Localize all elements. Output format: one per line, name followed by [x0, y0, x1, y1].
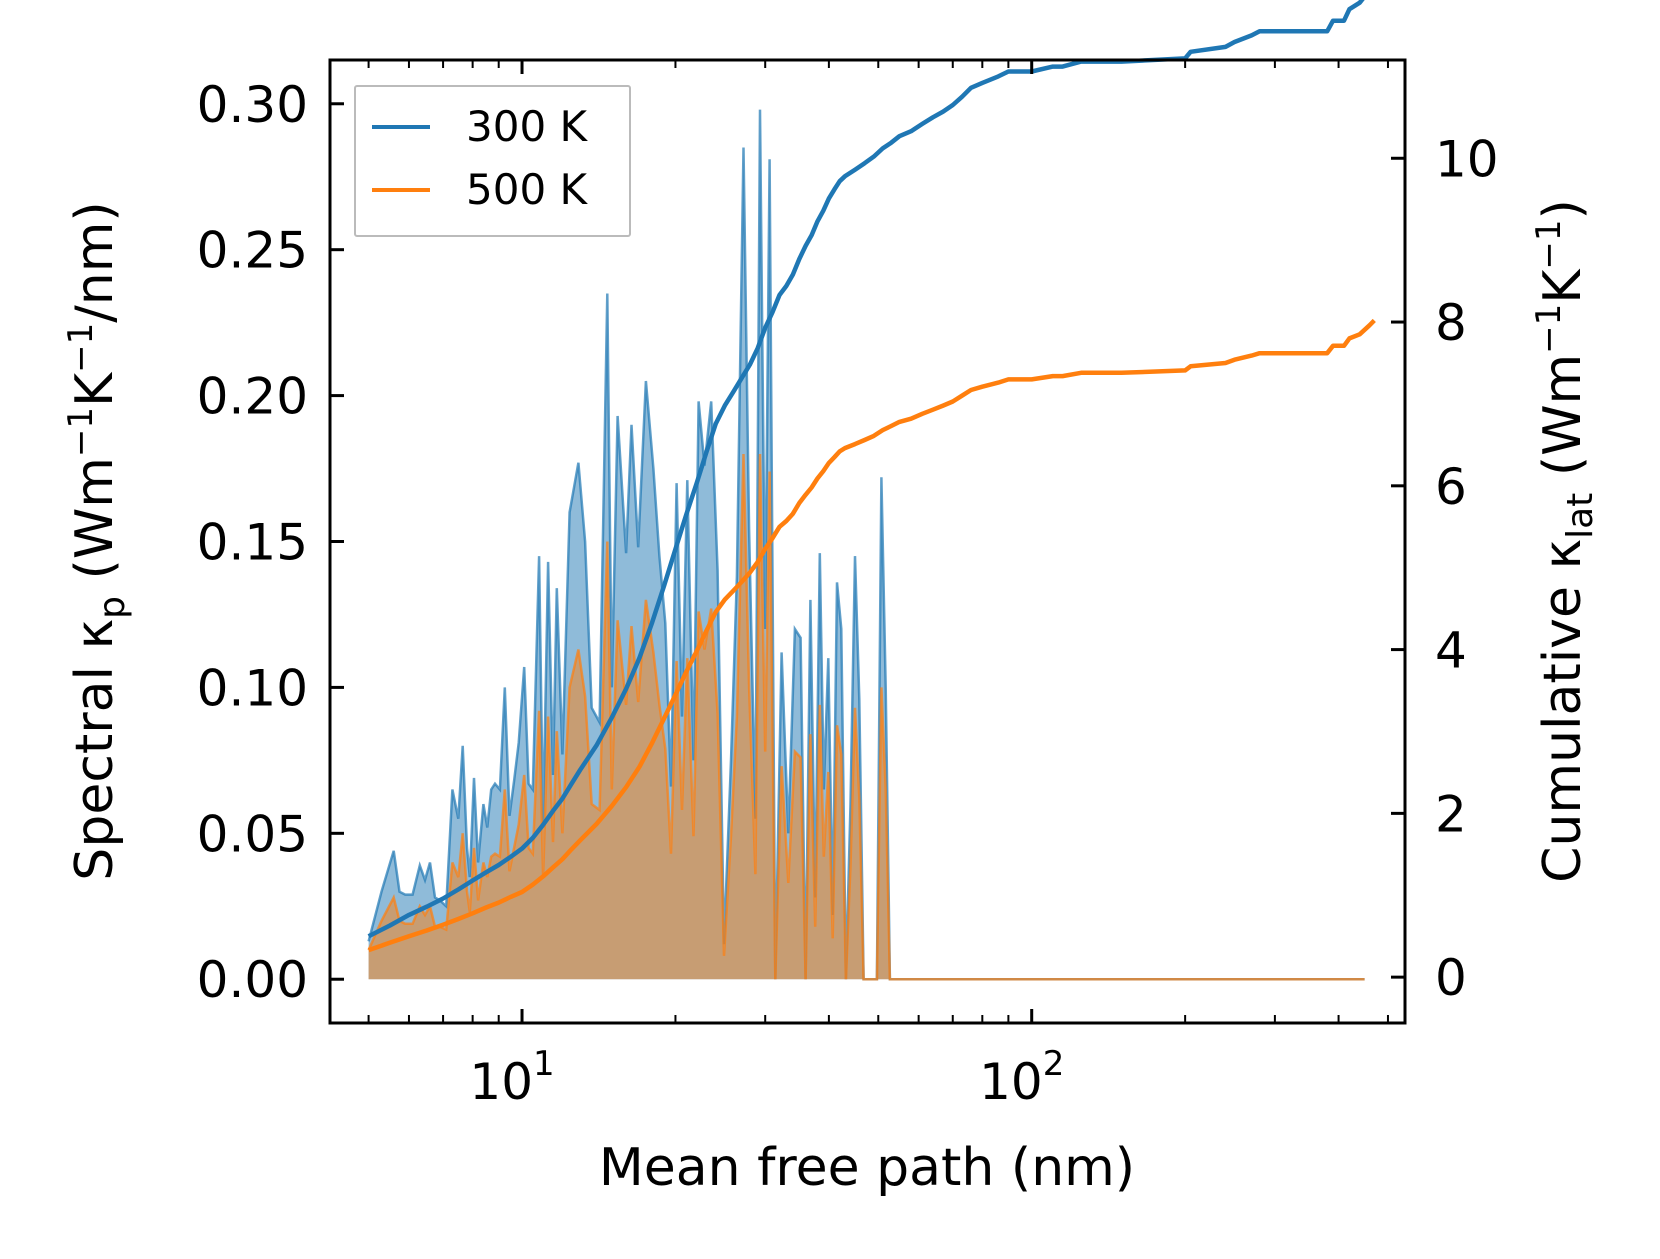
y2-tick-label: 4	[1435, 622, 1467, 680]
y-tick-label: 0.30	[197, 76, 308, 134]
spectral-area-500k	[368, 454, 1365, 980]
y-tick-label: 0.15	[197, 514, 308, 572]
y-axis-label: Spectral κp (Wm−1K−1/nm)	[61, 201, 133, 880]
spectral-line-500k	[367, 453, 1365, 981]
x-tick-label: 102	[979, 1044, 1064, 1111]
y2-tick-label: 8	[1435, 294, 1467, 352]
legend-label-300k: 300 K	[466, 102, 589, 151]
x-axis-label: Mean free path (nm)	[599, 1138, 1135, 1198]
plot-frame	[328, 58, 1407, 1025]
y2-axis-label: Cumulative κlat (Wm−1K−1)	[1529, 199, 1601, 883]
y2-tick-label: 6	[1435, 458, 1467, 516]
y-tick-label: 0.25	[197, 222, 308, 280]
y2-tick-label: 2	[1435, 785, 1467, 843]
tick-layer: 0.00 0.05 0.10 0.15 0.20 0.25 0.30 0 2 4 6 8 10 101 10…	[197, 60, 1499, 1111]
y-tick-label: 0.10	[197, 659, 308, 717]
spectral-fill-layer	[367, 109, 1365, 981]
legend: 300 K 500 K	[354, 85, 631, 237]
y-tick-label: 0.20	[197, 368, 308, 426]
y-tick-label: 0.05	[197, 805, 308, 863]
legend-box	[354, 85, 631, 237]
y2-tick-label: 10	[1435, 130, 1499, 188]
x-tick-label: 101	[469, 1044, 554, 1111]
cumulative-line-500k	[367, 318, 1376, 953]
y2-tick-label: 0	[1435, 949, 1467, 1007]
legend-label-500k: 500 K	[466, 165, 589, 214]
y-tick-label: 0.00	[197, 951, 308, 1009]
